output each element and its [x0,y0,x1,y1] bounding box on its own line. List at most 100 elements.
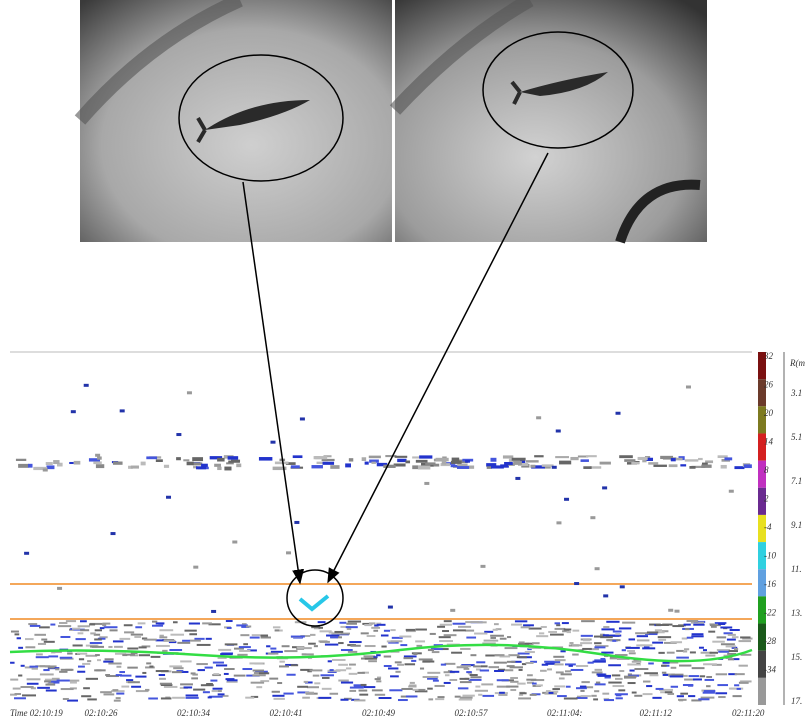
echo-mark [540,625,547,628]
echo-mark [85,654,98,657]
echo-mark [303,680,309,683]
echo-mark [514,620,528,623]
echo-mark [438,636,451,639]
echo-mark [362,622,373,625]
echo-mark [35,656,49,659]
echo-mark [705,460,714,464]
echo-mark [563,697,578,700]
echo-mark [96,669,102,672]
echo-mark [349,663,356,666]
echo-mark [484,630,494,633]
echo-mark [216,664,228,667]
echo-mark [644,672,658,675]
echo-mark [559,460,572,465]
echo-mark [18,674,23,677]
echo-mark [269,677,279,680]
echo-mark [716,649,731,652]
echo-mark [361,457,367,461]
echo-mark [83,687,90,690]
echo-mark [192,462,203,466]
echo-mark [177,641,191,644]
echo-mark [130,633,144,636]
echo-mark [693,623,705,626]
echo-mark [94,638,102,641]
echo-mark [427,671,441,674]
echo-mark [459,696,473,699]
echo-mark [403,657,414,660]
echo-mark [536,416,542,420]
echo-mark [323,455,332,458]
echo-mark [474,632,488,635]
echo-mark [53,460,60,465]
echo-mark [444,662,456,665]
echo-mark [461,664,475,667]
echo-mark [306,686,320,689]
echo-mark [226,462,234,465]
echo-mark [196,466,207,470]
echo-mark [622,621,636,624]
echo-mark [141,645,151,648]
echo-mark [249,636,260,639]
echo-mark [371,626,381,629]
echo-mark [720,626,733,629]
echo-mark [300,635,311,638]
echo-mark [681,637,688,640]
echo-mark [260,680,270,683]
echo-mark [691,633,704,636]
echo-mark [45,462,53,466]
echo-mark [155,670,169,673]
echo-mark [211,609,217,613]
echo-mark [176,457,181,461]
echo-mark [246,625,252,628]
echo-mark [443,620,452,623]
color-segment [758,352,766,380]
echo-mark [85,644,99,647]
echo-mark [112,461,123,465]
echo-mark [551,465,557,469]
echo-mark [348,458,354,462]
echo-mark [612,685,625,688]
echo-mark [328,631,333,634]
echo-mark [193,465,198,469]
echo-mark [457,625,472,628]
echo-mark [206,682,213,685]
echo-mark [435,457,449,462]
echo-mark [44,665,57,668]
echo-mark [511,457,526,461]
echo-mark [499,655,511,658]
echo-mark [245,696,255,699]
echo-mark [385,455,397,458]
echo-mark [625,646,640,649]
echo-mark [580,642,593,645]
echo-mark [171,671,182,674]
echo-mark [676,649,684,652]
echo-mark [373,629,379,632]
echo-mark [594,668,603,671]
echo-mark [492,628,498,631]
echo-mark [115,674,122,677]
echo-mark [515,476,521,480]
echo-mark [711,663,722,666]
echo-mark [250,681,265,684]
echo-mark [442,630,450,633]
echo-mark [458,698,473,701]
echo-mark [665,661,679,664]
echo-mark [297,691,310,694]
echo-mark [576,687,587,690]
echo-mark [296,646,304,649]
echo-mark [530,660,538,663]
echo-mark [327,669,341,672]
echo-mark [581,681,590,684]
echo-mark [106,675,120,678]
echo-mark [670,641,683,644]
echo-mark [207,696,212,699]
echo-mark [138,646,147,649]
echo-mark [10,630,19,633]
echo-mark [564,497,570,501]
range-label: 13. [791,608,802,618]
echo-mark [417,465,431,470]
echo-mark [566,631,571,634]
echo-mark [151,620,158,623]
echo-mark [400,644,408,647]
